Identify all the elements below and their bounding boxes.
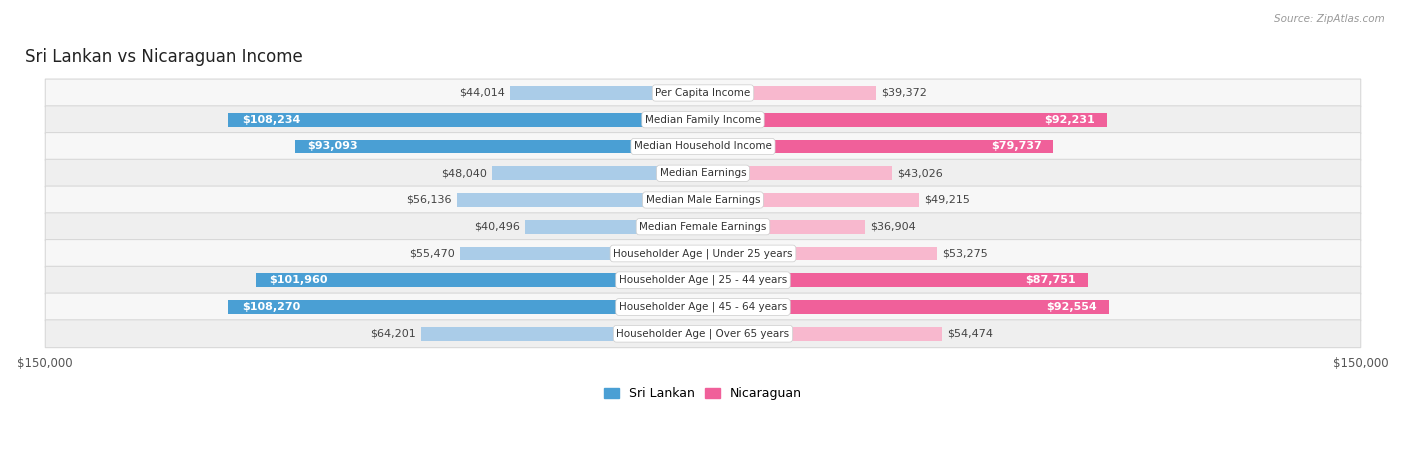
FancyBboxPatch shape — [45, 159, 1361, 187]
Text: Householder Age | 45 - 64 years: Householder Age | 45 - 64 years — [619, 302, 787, 312]
Text: Median Earnings: Median Earnings — [659, 168, 747, 178]
Text: $93,093: $93,093 — [307, 142, 357, 151]
Bar — [703, 300, 1109, 314]
Text: $92,554: $92,554 — [1046, 302, 1097, 312]
Bar — [457, 193, 703, 207]
FancyBboxPatch shape — [45, 213, 1361, 241]
Text: $64,201: $64,201 — [371, 329, 416, 339]
FancyBboxPatch shape — [45, 106, 1361, 134]
Text: Median Household Income: Median Household Income — [634, 142, 772, 151]
Bar — [703, 86, 876, 100]
Bar — [256, 273, 703, 287]
Text: $40,496: $40,496 — [474, 222, 520, 232]
Text: Householder Age | Over 65 years: Householder Age | Over 65 years — [616, 328, 790, 339]
Text: $43,026: $43,026 — [897, 168, 942, 178]
Text: $55,470: $55,470 — [409, 248, 454, 258]
Bar — [422, 327, 703, 341]
Text: $56,136: $56,136 — [406, 195, 451, 205]
Text: $53,275: $53,275 — [942, 248, 987, 258]
Text: $92,231: $92,231 — [1045, 115, 1095, 125]
Text: Householder Age | Under 25 years: Householder Age | Under 25 years — [613, 248, 793, 259]
FancyBboxPatch shape — [45, 186, 1361, 214]
Text: $44,014: $44,014 — [458, 88, 505, 98]
Text: Median Male Earnings: Median Male Earnings — [645, 195, 761, 205]
Bar — [703, 166, 891, 180]
Bar — [460, 247, 703, 261]
Bar — [510, 86, 703, 100]
Legend: Sri Lankan, Nicaraguan: Sri Lankan, Nicaraguan — [599, 382, 807, 405]
Text: Median Family Income: Median Family Income — [645, 115, 761, 125]
Text: $54,474: $54,474 — [948, 329, 993, 339]
FancyBboxPatch shape — [45, 266, 1361, 294]
Bar — [228, 113, 703, 127]
FancyBboxPatch shape — [45, 133, 1361, 160]
Bar — [703, 140, 1053, 154]
Bar — [703, 247, 936, 261]
Text: $108,270: $108,270 — [242, 302, 301, 312]
Text: $87,751: $87,751 — [1025, 275, 1076, 285]
Text: Sri Lankan vs Nicaraguan Income: Sri Lankan vs Nicaraguan Income — [25, 48, 304, 66]
Bar — [526, 220, 703, 234]
Bar — [703, 113, 1108, 127]
Bar — [295, 140, 703, 154]
Text: $101,960: $101,960 — [270, 275, 328, 285]
Text: Median Female Earnings: Median Female Earnings — [640, 222, 766, 232]
Bar — [492, 166, 703, 180]
FancyBboxPatch shape — [45, 320, 1361, 347]
Text: Source: ZipAtlas.com: Source: ZipAtlas.com — [1274, 14, 1385, 24]
Bar — [703, 327, 942, 341]
Text: $79,737: $79,737 — [991, 142, 1042, 151]
FancyBboxPatch shape — [45, 79, 1361, 107]
Text: $108,234: $108,234 — [243, 115, 301, 125]
Bar — [703, 273, 1088, 287]
Text: $36,904: $36,904 — [870, 222, 915, 232]
Text: Per Capita Income: Per Capita Income — [655, 88, 751, 98]
Bar — [703, 193, 918, 207]
Text: $39,372: $39,372 — [882, 88, 927, 98]
FancyBboxPatch shape — [45, 240, 1361, 268]
Text: Householder Age | 25 - 44 years: Householder Age | 25 - 44 years — [619, 275, 787, 285]
FancyBboxPatch shape — [45, 293, 1361, 321]
Bar — [703, 220, 865, 234]
Text: $49,215: $49,215 — [924, 195, 970, 205]
Text: $48,040: $48,040 — [441, 168, 486, 178]
Bar — [228, 300, 703, 314]
